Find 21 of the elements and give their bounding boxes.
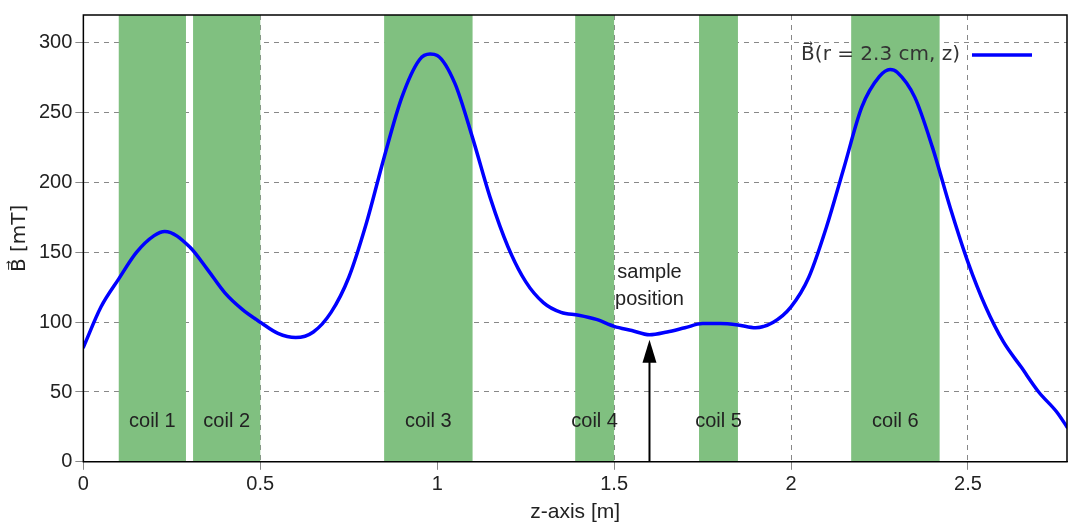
- y-tick-label: 250: [38, 100, 73, 123]
- x-tick-label: 2.5: [954, 472, 982, 495]
- legend-label: B⃗(r = 2.3 cm, z): [801, 40, 960, 66]
- x-tick-label: 2: [785, 472, 797, 495]
- y-tick-label: 0: [61, 449, 73, 472]
- x-axis-title: z-axis [m]: [530, 499, 621, 523]
- band-label: coil 1: [129, 409, 176, 432]
- y-tick-label: 150: [38, 239, 73, 262]
- band-label: coil 2: [203, 409, 251, 432]
- x-tick-label: 1: [431, 472, 443, 495]
- x-tick-label: 0.5: [246, 472, 275, 495]
- y-tick-label: 200: [38, 170, 73, 193]
- y-tick-label: 300: [38, 30, 73, 53]
- annotation: sample position: [615, 260, 684, 310]
- band-label: coil 6: [872, 409, 919, 432]
- band-label: coil 3: [405, 409, 452, 432]
- y-tick-label: 50: [50, 379, 73, 402]
- x-tick-label: 1.5: [600, 472, 629, 495]
- y-axis-title: B⃗ [mT]: [5, 204, 31, 273]
- x-tick-label: 0: [77, 472, 89, 495]
- y-tick-label: 100: [38, 309, 73, 332]
